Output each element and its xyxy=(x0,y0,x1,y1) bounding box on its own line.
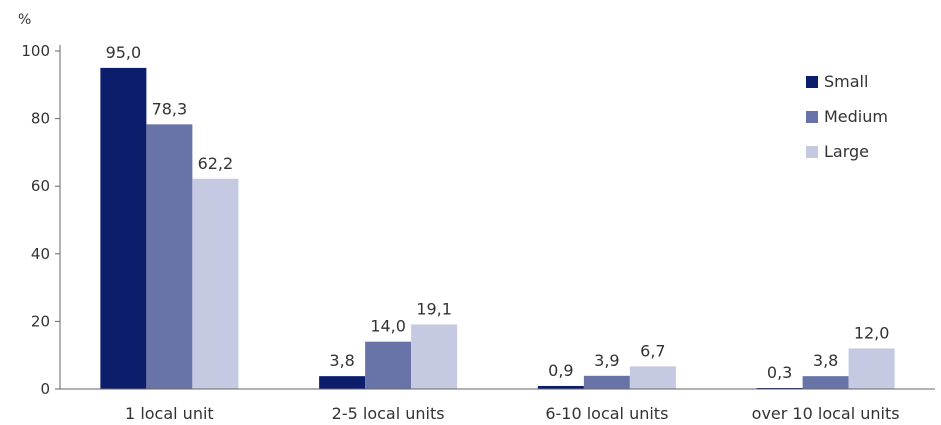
data-label: 6,7 xyxy=(640,341,665,360)
bars-group xyxy=(100,67,895,390)
data-label: 14,0 xyxy=(370,317,406,336)
bar-small xyxy=(319,376,366,389)
y-tick-label: 0 xyxy=(40,380,50,398)
bar-large xyxy=(411,324,458,389)
data-label: 0,9 xyxy=(548,361,573,380)
bar-large xyxy=(629,366,676,389)
y-tick-label: 20 xyxy=(31,312,50,330)
data-label: 12,0 xyxy=(854,323,890,342)
y-axis-unit-label: % xyxy=(18,12,31,28)
bar-small xyxy=(100,67,147,390)
x-category-label: 2-5 local units xyxy=(332,404,445,423)
bar-small xyxy=(537,385,584,389)
bar-medium xyxy=(802,376,849,389)
x-category-label: 6-10 local units xyxy=(545,404,668,423)
legend-swatch-medium xyxy=(806,111,818,123)
bar-medium xyxy=(146,124,193,389)
x-axis: 1 local unit 2-5 local units 6-10 local un… xyxy=(60,388,935,423)
x-category-label: over 10 local units xyxy=(752,404,900,423)
data-label: 3,8 xyxy=(813,351,838,370)
legend-label-small: Small xyxy=(824,72,868,91)
data-label: 78,3 xyxy=(152,99,188,118)
legend-label-large: Large xyxy=(824,142,869,161)
data-labels-group: 95,0 78,3 62,2 3,8 14,0 19,1 0,9 3,9 6,7 0,3 3,8 12… xyxy=(106,43,890,382)
bar-medium xyxy=(365,341,412,389)
bar-large xyxy=(848,348,895,389)
y-tick-label: 80 xyxy=(31,110,50,128)
data-label: 95,0 xyxy=(106,43,142,62)
x-category-label: 1 local unit xyxy=(125,404,214,423)
bar-small xyxy=(756,387,803,389)
bar-large xyxy=(192,178,239,389)
legend: Small Medium Large xyxy=(806,72,888,161)
data-label: 0,3 xyxy=(767,363,792,382)
bar-medium xyxy=(583,375,630,389)
legend-swatch-large xyxy=(806,146,818,158)
legend-label-medium: Medium xyxy=(824,107,888,126)
y-tick-label: 60 xyxy=(31,177,50,195)
y-tick-label: 100 xyxy=(21,42,50,60)
data-label: 19,1 xyxy=(416,299,452,318)
y-axis: 0 20 40 60 80 100 xyxy=(21,42,61,398)
y-tick-label: 40 xyxy=(31,245,50,263)
data-label: 3,9 xyxy=(594,351,619,370)
legend-swatch-small xyxy=(806,76,818,88)
data-label: 62,2 xyxy=(198,154,234,173)
data-label: 3,8 xyxy=(329,351,354,370)
